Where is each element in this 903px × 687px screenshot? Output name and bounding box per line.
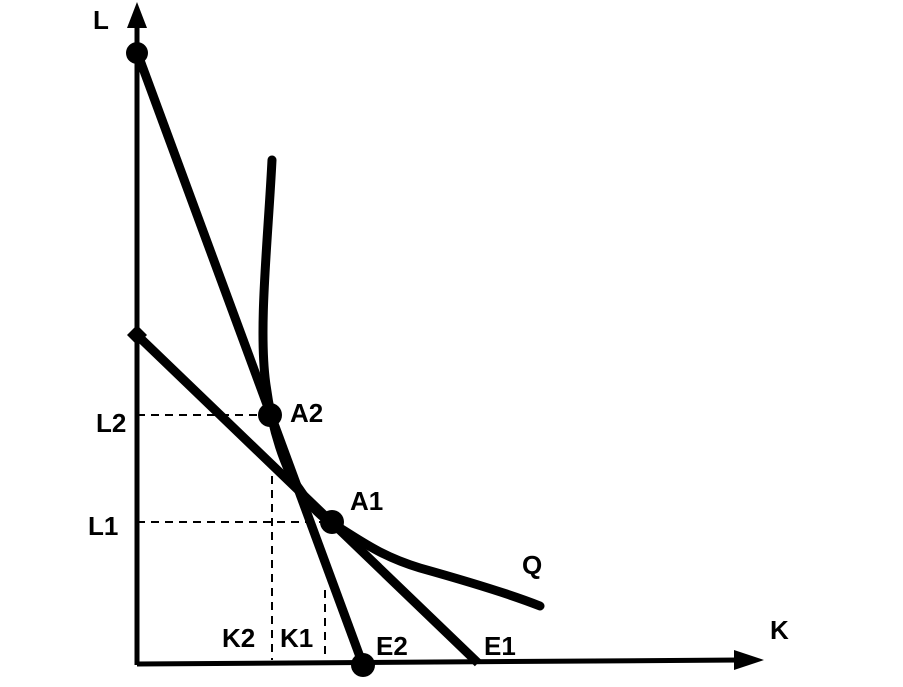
k1-label: K1 — [280, 623, 313, 653]
l1-label: L1 — [88, 511, 118, 541]
e1-label: E1 — [484, 631, 516, 661]
y-axis-label: L — [93, 5, 109, 35]
q-label: Q — [522, 550, 542, 580]
l2-label: L2 — [96, 408, 126, 438]
point-a2 — [258, 403, 282, 427]
point-e2 — [351, 653, 375, 677]
e2-label: E2 — [376, 631, 408, 661]
a1-label: A1 — [350, 486, 383, 516]
intercept-marker — [127, 325, 147, 345]
isocost-line-2 — [132, 50, 368, 667]
x-axis — [136, 657, 741, 667]
y-axis-arrow — [127, 2, 147, 28]
x-axis-arrow — [734, 650, 764, 670]
a2-label: A2 — [290, 398, 323, 428]
x-axis-label: K — [770, 615, 789, 645]
intercept-point — [126, 42, 148, 64]
point-a1 — [320, 510, 344, 534]
k2-label: K2 — [222, 623, 255, 653]
isoquant-curve — [258, 155, 545, 611]
